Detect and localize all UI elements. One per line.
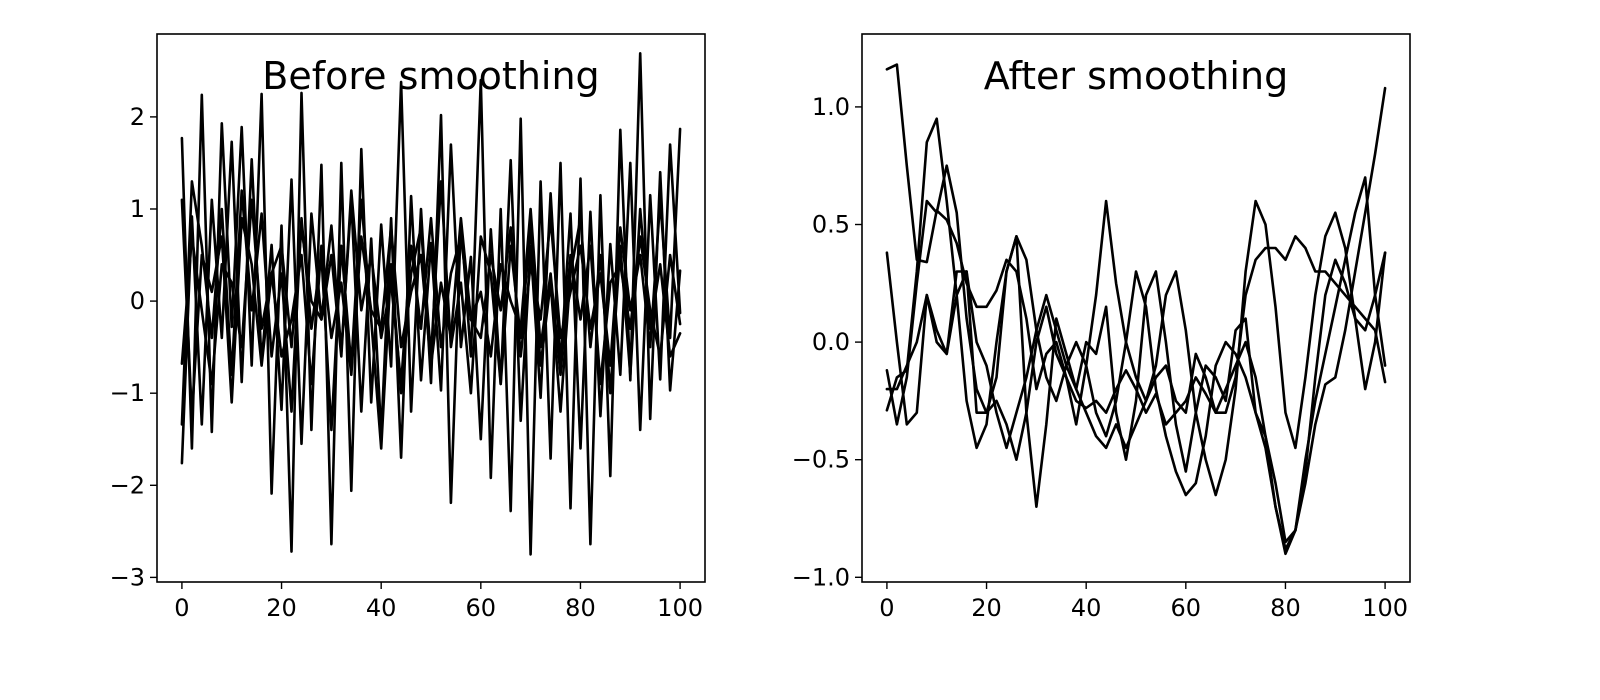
before-plot-frame	[156, 33, 706, 583]
after-series-line-5	[885, 235, 1387, 450]
after-series-line-1	[885, 63, 1387, 556]
after-y-tick-label: 0.5	[812, 211, 850, 239]
after-y-tick-label: 1.0	[812, 93, 850, 121]
before-panel-title: Before smoothing	[262, 54, 599, 98]
after-ticks: 0 20 40 60 80 100 −1.0 −0.5 0.0 0.5 1.0	[792, 93, 1408, 622]
after-plot-frame	[861, 33, 1411, 583]
after-x-tick-label: 0	[879, 594, 894, 622]
before-series-line-3	[180, 198, 682, 386]
after-y-tick-label: −1.0	[792, 563, 850, 591]
before-x-tick-label: 40	[366, 594, 397, 622]
before-y-tick-label: −3	[110, 563, 145, 591]
after-smoothing-panel: 0 20 40 60 80 100 −1.0 −0.5 0.0 0.5 1.0 After smoo…	[792, 33, 1411, 622]
after-series-line-4	[885, 235, 1387, 544]
before-x-tick-label: 100	[657, 594, 703, 622]
after-series-line-3	[885, 164, 1387, 497]
before-y-tick-label: 0	[130, 287, 145, 315]
before-y-tick-label: 1	[130, 195, 145, 223]
after-panel-title: After smoothing	[984, 54, 1288, 98]
after-x-tick-label: 40	[1071, 594, 1102, 622]
after-y-tick-label: 0.0	[812, 328, 850, 356]
after-x-tick-label: 80	[1270, 594, 1301, 622]
before-ticks: 0 20 40 60 80 100 −3 −2 −1 0 1 2	[110, 103, 703, 622]
after-x-tick-label: 100	[1362, 594, 1408, 622]
after-x-tick-label: 20	[971, 594, 1002, 622]
before-series-line-1	[180, 51, 682, 556]
before-x-tick-label: 0	[174, 594, 189, 622]
before-x-tick-label: 60	[466, 594, 497, 622]
before-smoothing-panel: 0 20 40 60 80 100 −3 −2 −1 0 1 2 Before smoothing	[110, 33, 706, 622]
after-series-line-2	[885, 117, 1387, 551]
after-series-group	[885, 63, 1387, 556]
after-x-tick-label: 60	[1171, 594, 1202, 622]
before-y-tick-label: 2	[130, 103, 145, 131]
after-y-tick-label: −0.5	[792, 446, 850, 474]
before-x-tick-label: 20	[266, 594, 297, 622]
before-series-group	[180, 51, 682, 556]
before-y-tick-label: −2	[110, 471, 145, 499]
before-y-tick-label: −1	[110, 379, 145, 407]
before-series-line-5	[180, 127, 682, 418]
before-x-tick-label: 80	[565, 594, 596, 622]
